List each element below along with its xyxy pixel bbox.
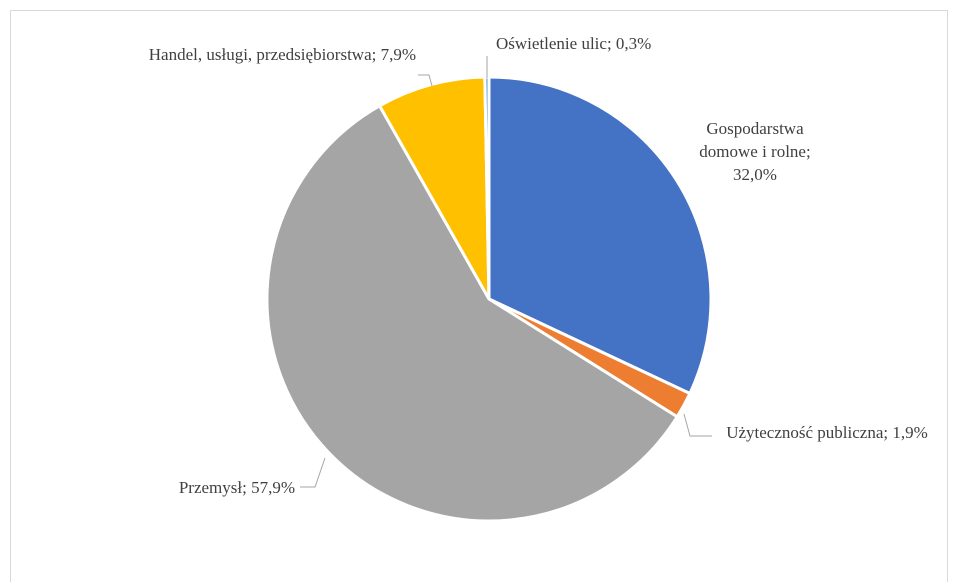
leader-line — [418, 74, 433, 87]
pie — [265, 75, 713, 523]
leader-lines — [300, 56, 712, 488]
data-label: Użyteczność publiczna; 1,9% — [726, 423, 928, 442]
data-label: Przemysł; 57,9% — [178, 478, 295, 497]
leader-line — [683, 413, 712, 437]
data-label: Oświetlenie ulic; 0,3% — [496, 34, 652, 53]
pie-slice — [265, 103, 680, 523]
data-label: Handel, usługi, przedsiębiorstwa; 7,9% — [148, 45, 416, 64]
pie-slice — [377, 75, 491, 300]
data-label: Gospodarstwa domowe i rolne; 32,0% — [699, 119, 811, 184]
leader-line — [300, 457, 326, 488]
pie-slice — [487, 75, 713, 396]
